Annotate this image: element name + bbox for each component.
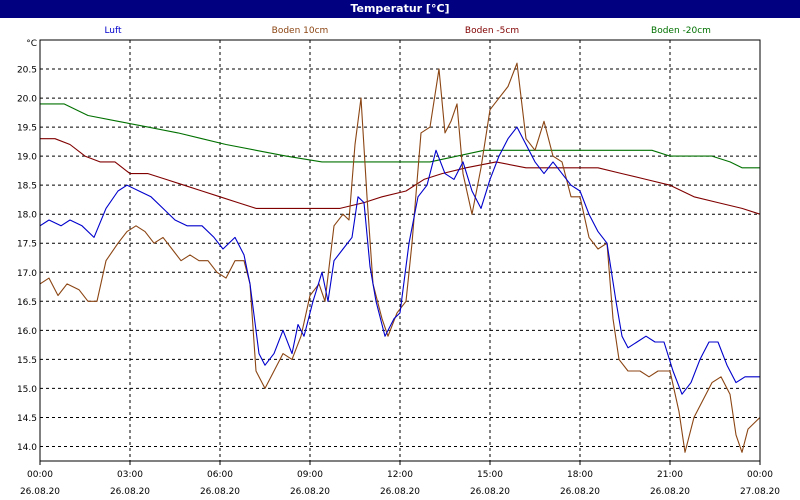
- x-tick-time-8: 00:00: [747, 470, 773, 480]
- y-tick-label-6: 17.0: [17, 269, 37, 279]
- y-axis-unit: °C: [26, 39, 37, 49]
- y-tick-label-11: 19.5: [17, 124, 37, 134]
- legend-entry-2: Boden -5cm: [465, 26, 519, 36]
- y-tick-label-3: 15.5: [17, 356, 37, 366]
- series-line-boden-20cm: [40, 103, 760, 169]
- y-tick-label-9: 18.5: [17, 182, 37, 192]
- x-tick-time-2: 06:00: [207, 470, 233, 480]
- series-layer: [39, 62, 761, 453]
- y-tick-label-2: 15.0: [17, 385, 37, 395]
- plot-frame: [39, 39, 761, 462]
- x-tick-time-1: 03:00: [117, 470, 143, 480]
- series-line-luft: [39, 126, 760, 395]
- y-tick-label-13: 20.5: [17, 66, 37, 76]
- y-tick-label-1: 14.5: [17, 414, 37, 424]
- x-tick-date-5: 26.08.20: [470, 487, 510, 497]
- y-tick-label-0: 14.0: [17, 443, 37, 453]
- x-tick-date-0: 26.08.20: [20, 487, 60, 497]
- x-tick-time-6: 18:00: [567, 470, 593, 480]
- x-tick-time-3: 09:00: [297, 470, 323, 480]
- x-tick-date-2: 26.08.20: [200, 487, 240, 497]
- x-tick-date-3: 26.08.20: [290, 487, 330, 497]
- x-tick-time-4: 12:00: [387, 470, 413, 480]
- axis-layer: 14.0 14.5 15.0 15.5 16.0 16.5 17.0 17.5 18.0 18.5…: [17, 39, 780, 497]
- temperature-chart: 14.0 14.5 15.0 15.5 16.0 16.5 17.0 17.5 18.0 18.5…: [17, 26, 780, 497]
- legend-entry-3: Boden -20cm: [651, 26, 711, 36]
- x-tick-date-1: 26.08.20: [110, 487, 150, 497]
- x-tick-date-6: 26.08.20: [560, 487, 600, 497]
- x-tick-time-5: 15:00: [477, 470, 503, 480]
- x-tick-time-7: 21:00: [657, 470, 683, 480]
- y-tick-label-7: 17.5: [17, 240, 37, 250]
- grid-layer: [40, 40, 760, 461]
- legend-entry-0: Luft: [104, 26, 122, 36]
- x-tick-date-4: 26.08.20: [380, 487, 420, 497]
- y-tick-label-8: 18.0: [17, 211, 37, 221]
- y-tick-label-12: 20.0: [17, 95, 37, 105]
- x-tick-date-8: 27.08.20: [740, 487, 780, 497]
- x-tick-time-0: 00:00: [27, 470, 53, 480]
- chart-title-bar: Temperatur [°C]: [0, 0, 800, 18]
- x-tick-date-7: 26.08.20: [650, 487, 690, 497]
- legend-entry-1: Boden 10cm: [272, 26, 329, 36]
- legend-layer: Luft Boden 10cm Boden -5cm Boden -20cm: [104, 26, 711, 36]
- y-tick-label-4: 16.0: [17, 327, 37, 337]
- y-tick-label-10: 19.0: [17, 153, 37, 163]
- y-tick-label-5: 16.5: [17, 298, 37, 308]
- series-line-boden-10cm: [39, 62, 761, 453]
